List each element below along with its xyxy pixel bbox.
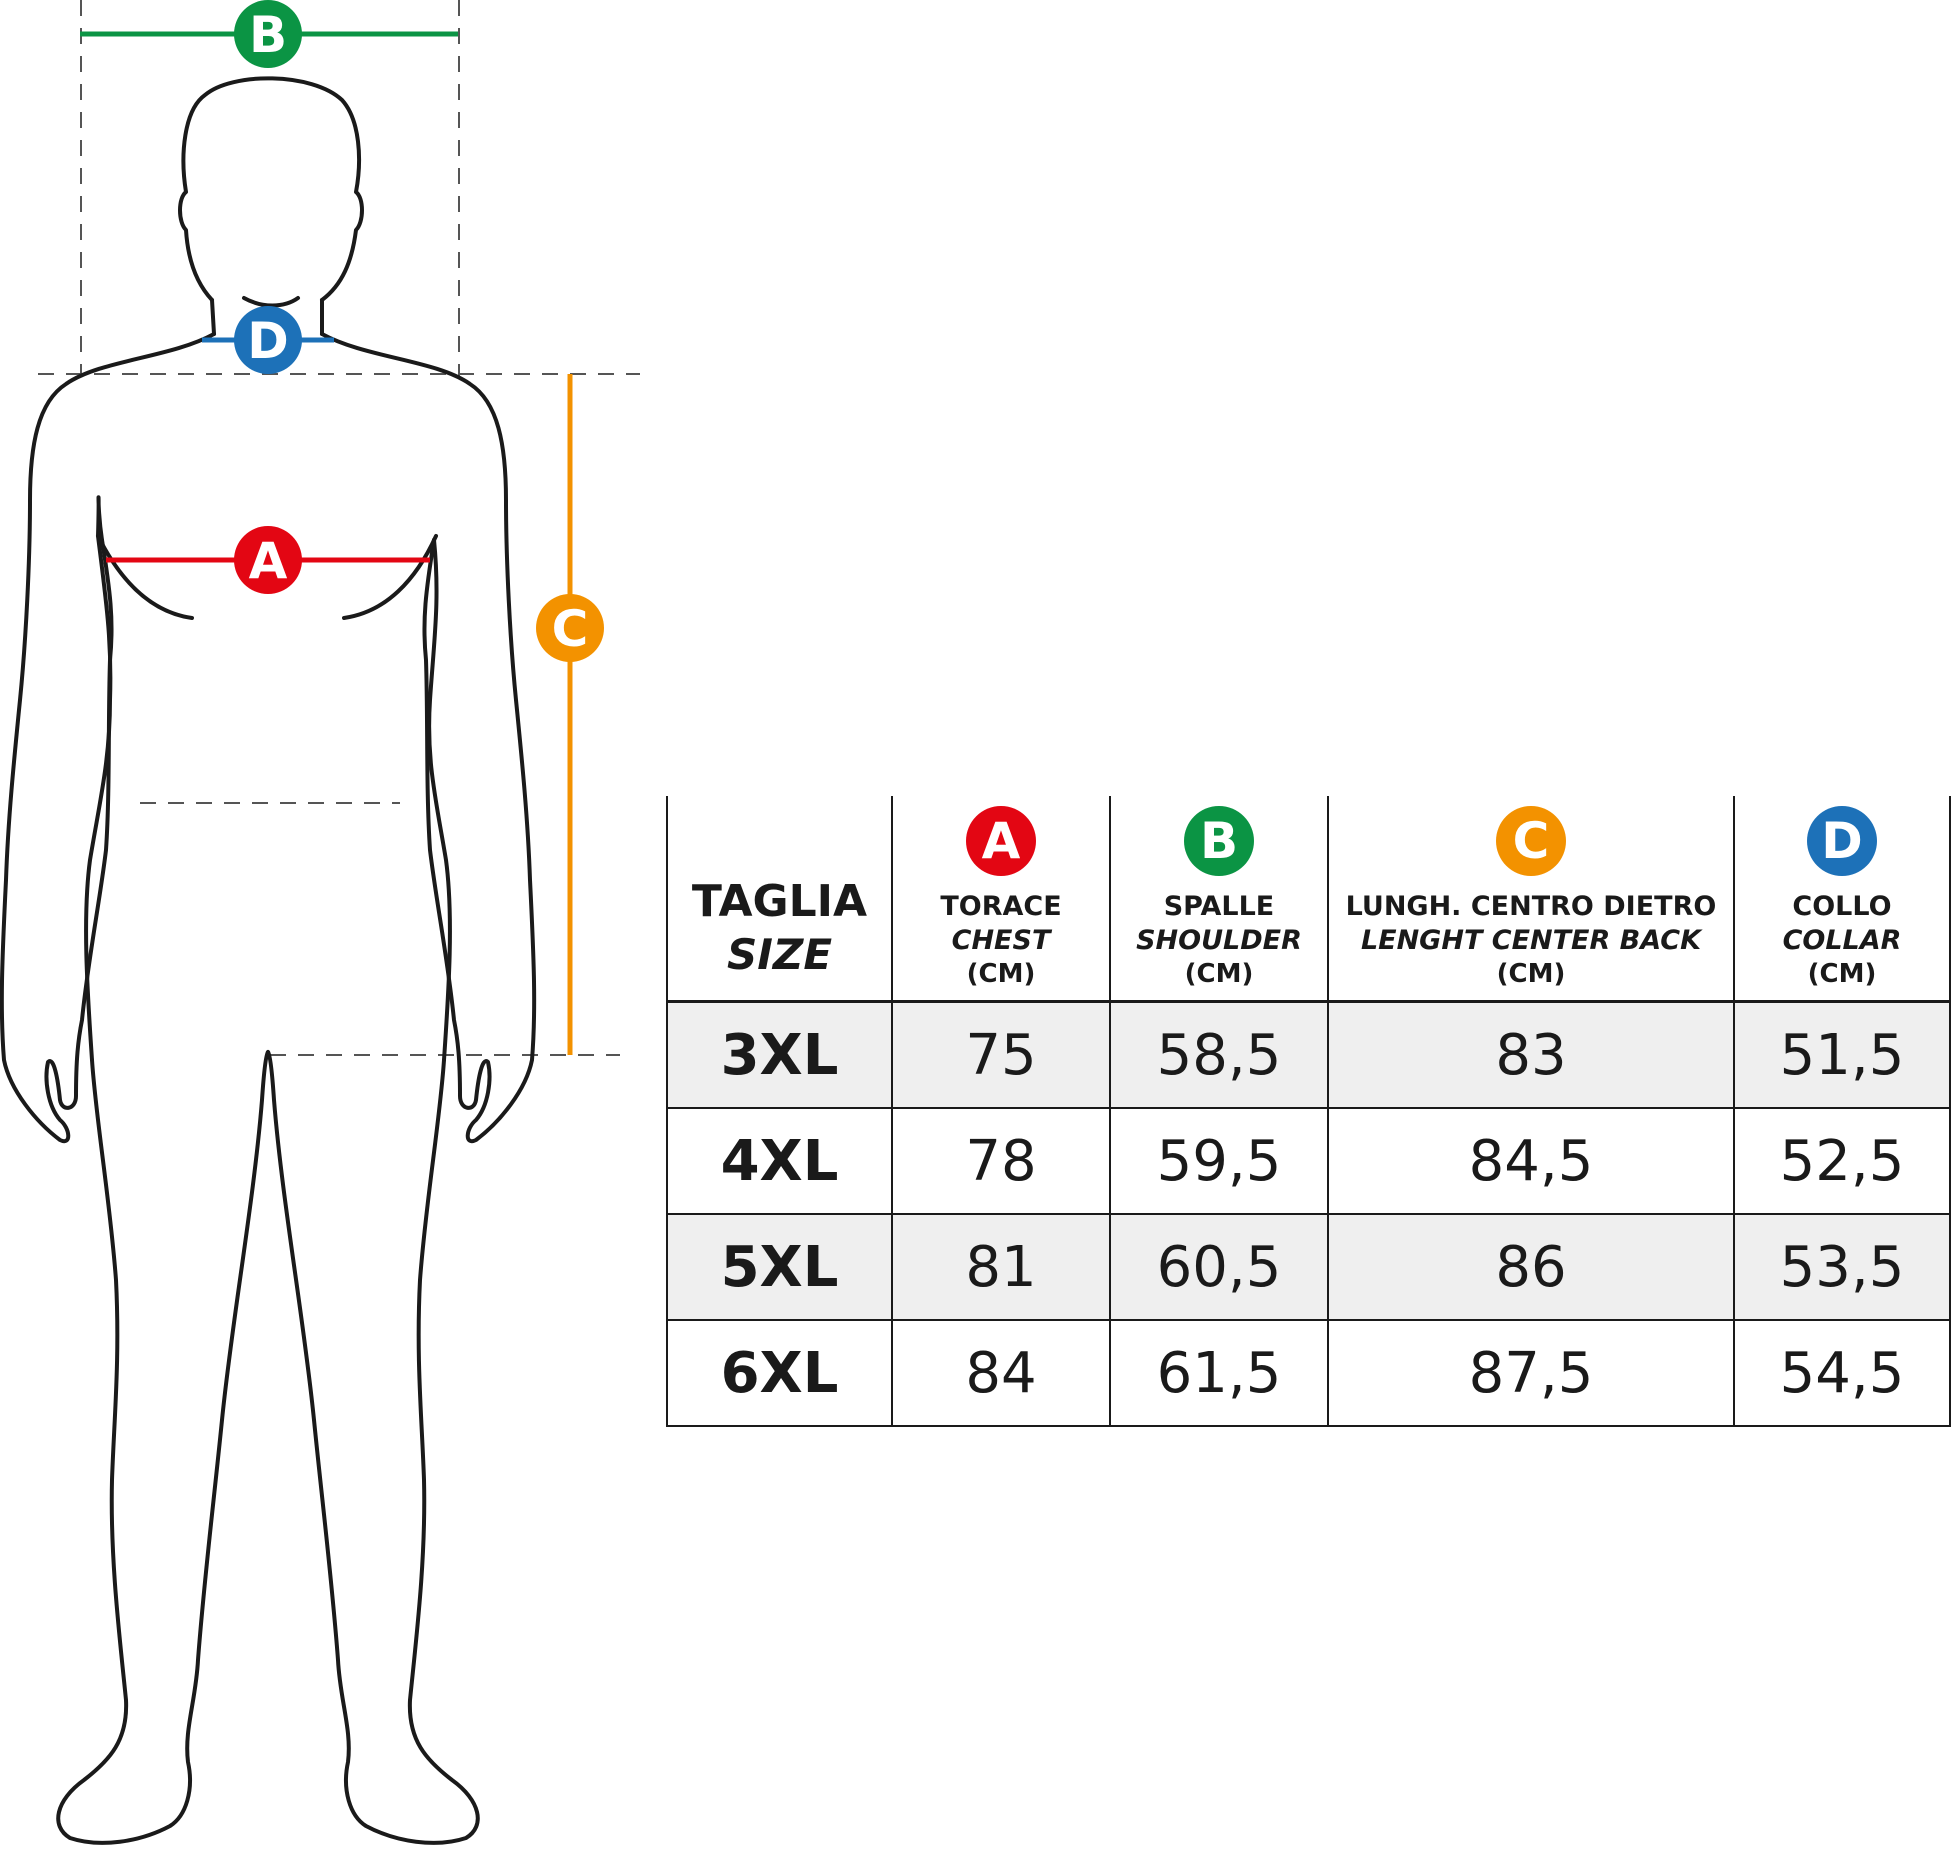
length-cell: 84,5 [1327, 1108, 1734, 1215]
guide-lines [38, 0, 640, 1056]
badge-b-icon: B [234, 0, 302, 68]
badge-a-icon: A [234, 526, 302, 594]
table-row: 4XL 78 59,5 84,5 52,5 [666, 1108, 1951, 1215]
chest-cell: 84 [891, 1320, 1110, 1427]
chest-cell: 75 [891, 1001, 1110, 1109]
badge-b-icon: B [1184, 806, 1254, 876]
header-label-it: LUNGH. CENTRO DIETRO [1345, 891, 1717, 922]
collar-cell: 51,5 [1733, 1001, 1951, 1109]
shoulder-cell: 61,5 [1109, 1320, 1328, 1427]
header-label-it: COLLO [1792, 891, 1892, 922]
table-row: 6XL 84 61,5 87,5 54,5 [666, 1320, 1951, 1427]
length-cell: 83 [1327, 1001, 1734, 1109]
svg-text:A: A [249, 532, 288, 590]
svg-text:B: B [249, 6, 287, 64]
badge-c-icon: C [536, 594, 604, 662]
collar-cell: 53,5 [1733, 1214, 1951, 1321]
header-unit: (CM) [966, 959, 1036, 989]
collar-cell: 54,5 [1733, 1320, 1951, 1427]
header-unit: (CM) [1807, 959, 1877, 989]
chest-cell: 81 [891, 1214, 1110, 1321]
svg-text:C: C [552, 600, 589, 658]
measure-lines [80, 31, 573, 1055]
size-cell: 5XL [666, 1214, 892, 1321]
header-size: TAGLIA SIZE [666, 796, 892, 1003]
badge-d-icon: D [1807, 806, 1877, 876]
shoulder-cell: 60,5 [1109, 1214, 1328, 1321]
size-header-en: SIZE [726, 930, 833, 979]
header-label-en: SHOULDER [1136, 925, 1302, 956]
header-label-en: COLLAR [1782, 925, 1902, 956]
collar-cell: 52,5 [1733, 1108, 1951, 1215]
shoulder-cell: 59,5 [1109, 1108, 1328, 1215]
size-cell: 3XL [666, 1001, 892, 1109]
body-outline [0, 76, 537, 1845]
badge-d-icon: D [234, 306, 302, 374]
header-unit: (CM) [1184, 959, 1254, 989]
size-cell: 4XL [666, 1108, 892, 1215]
header-label-it: TORACE [940, 891, 1062, 922]
size-cell: 6XL [666, 1320, 892, 1427]
svg-text:D: D [247, 312, 289, 370]
header-label-it: SPALLE [1163, 891, 1275, 922]
header-unit: (CM) [1496, 959, 1566, 989]
header-label-en: CHEST [951, 925, 1051, 956]
length-cell: 87,5 [1327, 1320, 1734, 1427]
header-shoulder: B SPALLE SHOULDER (CM) [1109, 796, 1328, 1003]
shoulder-cell: 58,5 [1109, 1001, 1328, 1109]
table-header-row: TAGLIA SIZE A TORACE CHEST (CM) B SPALLE… [666, 796, 1951, 1003]
table-row: 3XL 75 58,5 83 51,5 [666, 1001, 1951, 1109]
badge-c-icon: C [1496, 806, 1566, 876]
table-row: 5XL 81 60,5 86 53,5 [666, 1214, 1951, 1321]
size-header-it: TAGLIA [691, 876, 868, 927]
header-length: C LUNGH. CENTRO DIETRO LENGHT CENTER BAC… [1327, 796, 1734, 1003]
length-cell: 86 [1327, 1214, 1734, 1321]
badge-a-icon: A [966, 806, 1036, 876]
header-label-en: LENGHT CENTER BACK [1360, 925, 1702, 956]
header-collar: D COLLO COLLAR (CM) [1733, 796, 1951, 1003]
size-table: TAGLIA SIZE A TORACE CHEST (CM) B SPALLE… [666, 796, 1951, 1427]
chest-cell: 78 [891, 1108, 1110, 1215]
header-chest: A TORACE CHEST (CM) [891, 796, 1110, 1003]
